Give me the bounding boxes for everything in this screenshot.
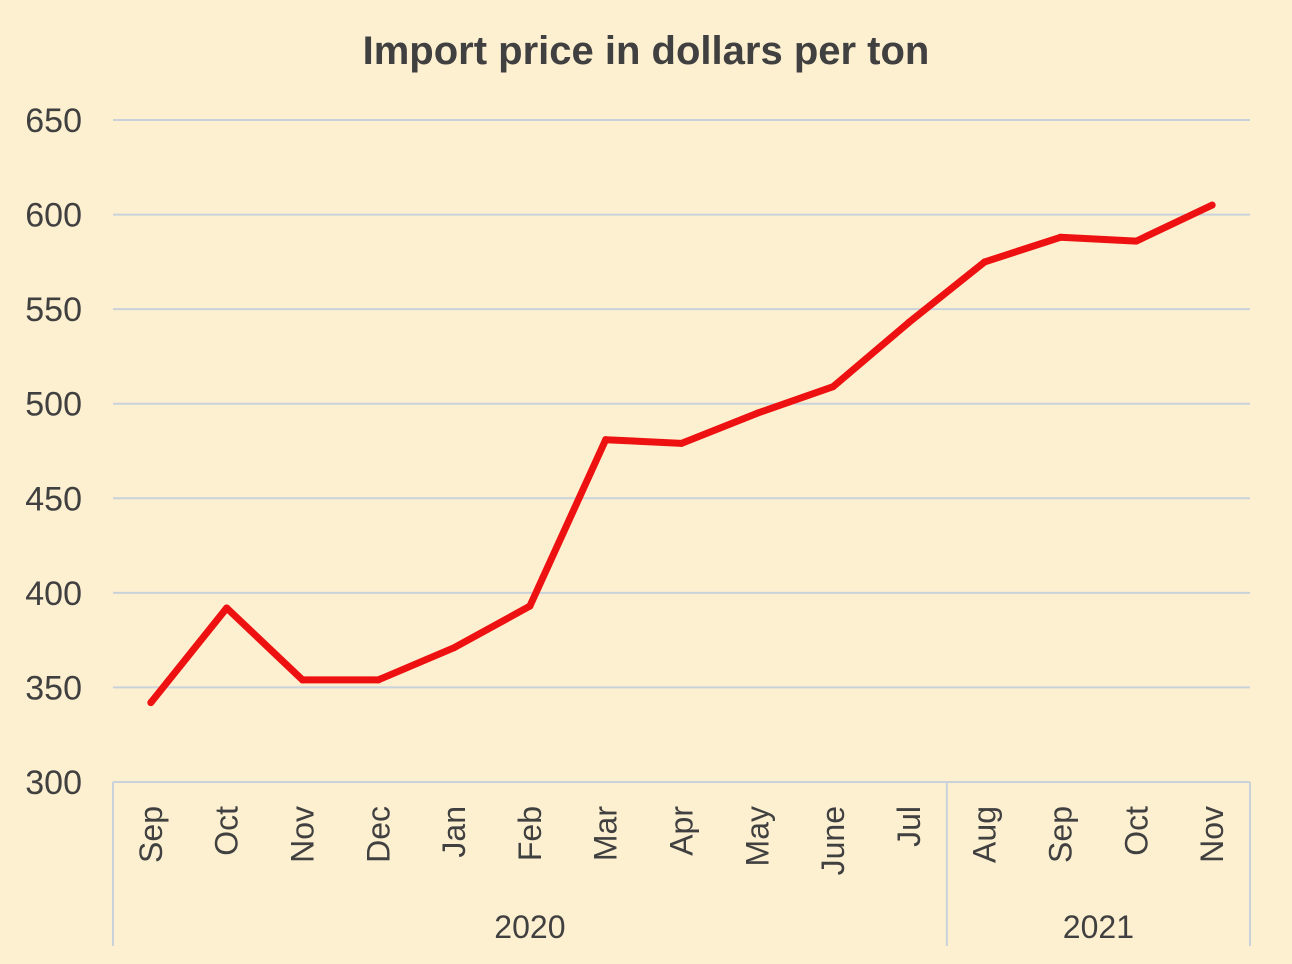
data-point-6 <box>602 436 610 444</box>
x-category-label-3: Dec <box>360 806 396 863</box>
y-axis-tick-labels: 300 350 400 450 500 550 600 650 <box>25 102 82 802</box>
x-category-label-13: Oct <box>1118 806 1154 856</box>
x-axis <box>112 781 1251 946</box>
data-point-3 <box>374 676 382 684</box>
x-category-label-11: Aug <box>967 806 1003 863</box>
data-point-12 <box>1057 233 1064 241</box>
x-axis-category-labels: Sep Oct Nov Dec Jan Feb Mar Apr May June Jul Aug Sep… <box>133 806 1230 876</box>
series-layer <box>147 201 1216 707</box>
x-category-label-7: Apr <box>664 806 700 856</box>
data-point-10 <box>905 318 913 326</box>
x-category-label-2: Nov <box>285 806 321 863</box>
year-label-2020: 2020 <box>494 909 565 945</box>
y-tick-label-550: 550 <box>25 291 82 329</box>
x-category-label-6: Mar <box>588 806 624 861</box>
y-tick-label-600: 600 <box>25 197 82 235</box>
y-tick-label-650: 650 <box>25 102 82 140</box>
x-category-label-14: Nov <box>1194 806 1230 863</box>
y-tick-label-500: 500 <box>25 386 82 424</box>
chart-title: Import price in dollars per ton <box>363 29 930 73</box>
y-tick-label-350: 350 <box>25 669 82 707</box>
series-line-0 <box>147 201 1216 707</box>
data-point-0 <box>147 699 155 707</box>
data-point-14 <box>1208 201 1216 209</box>
x-category-label-5: Feb <box>512 806 548 861</box>
y-tick-label-300: 300 <box>25 764 82 802</box>
data-point-11 <box>981 258 989 266</box>
data-point-4 <box>450 644 458 652</box>
x-category-label-12: Sep <box>1043 806 1079 863</box>
y-tick-label-400: 400 <box>25 575 82 613</box>
year-label-2021: 2021 <box>1063 909 1134 945</box>
x-category-label-9: June <box>815 806 851 875</box>
data-point-7 <box>678 439 685 447</box>
x-category-label-4: Jan <box>436 806 472 858</box>
y-tick-label-450: 450 <box>25 480 82 518</box>
data-point-13 <box>1132 237 1140 245</box>
data-point-8 <box>753 409 761 417</box>
data-point-5 <box>526 602 534 610</box>
data-point-2 <box>299 676 306 684</box>
x-category-label-8: May <box>739 806 775 866</box>
x-category-label-0: Sep <box>133 806 169 863</box>
x-category-label-1: Oct <box>209 806 245 856</box>
data-point-1 <box>223 604 231 612</box>
x-axis-year-labels: 2020 2021 <box>494 909 1134 945</box>
data-point-9 <box>829 383 837 391</box>
grid-lines <box>113 119 1250 689</box>
x-category-label-10: Jul <box>891 806 927 847</box>
